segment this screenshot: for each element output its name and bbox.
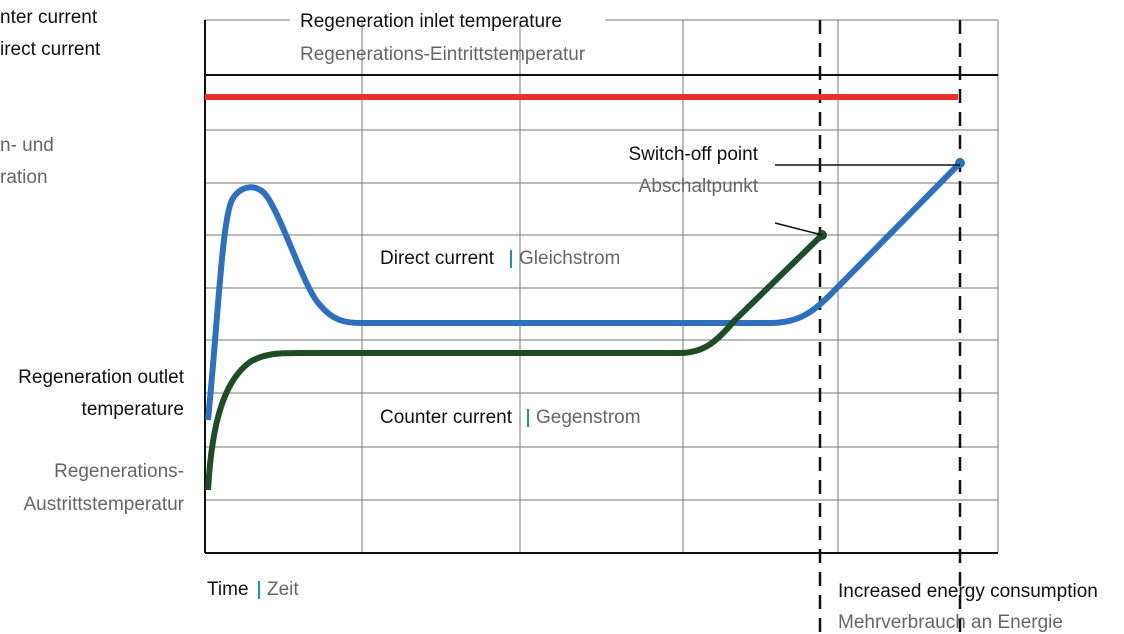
label: temperature [82,399,184,420]
label: Abschaltpunkt [639,176,759,197]
label: Counter current [380,407,513,428]
label: Direct current [380,248,495,269]
label: Regeneration outlet [18,367,185,388]
label: Increased energy consumption [838,581,1098,602]
label: ration [0,167,48,188]
label: Regeneration inlet temperature [300,11,562,32]
label: Austrittstemperatur [24,494,185,515]
label: Time [207,579,249,600]
label: Gegenstrom [536,407,641,428]
label: Regenerations- [54,461,184,482]
label: irect current [0,39,101,60]
label: nter current [0,7,98,28]
label: n- und [0,135,54,156]
end-point [955,158,965,168]
label: Gleichstrom [519,248,620,269]
label: Switch-off point [628,144,758,165]
label: Zeit [267,579,299,600]
pointer [774,222,823,236]
label: Mehrverbrauch an Energie [838,612,1063,633]
label: Regenerations-Eintrittstemperatur [300,44,586,65]
counter-current-curve [205,232,825,491]
grid [204,19,999,554]
direct-current-curve [205,160,963,421]
